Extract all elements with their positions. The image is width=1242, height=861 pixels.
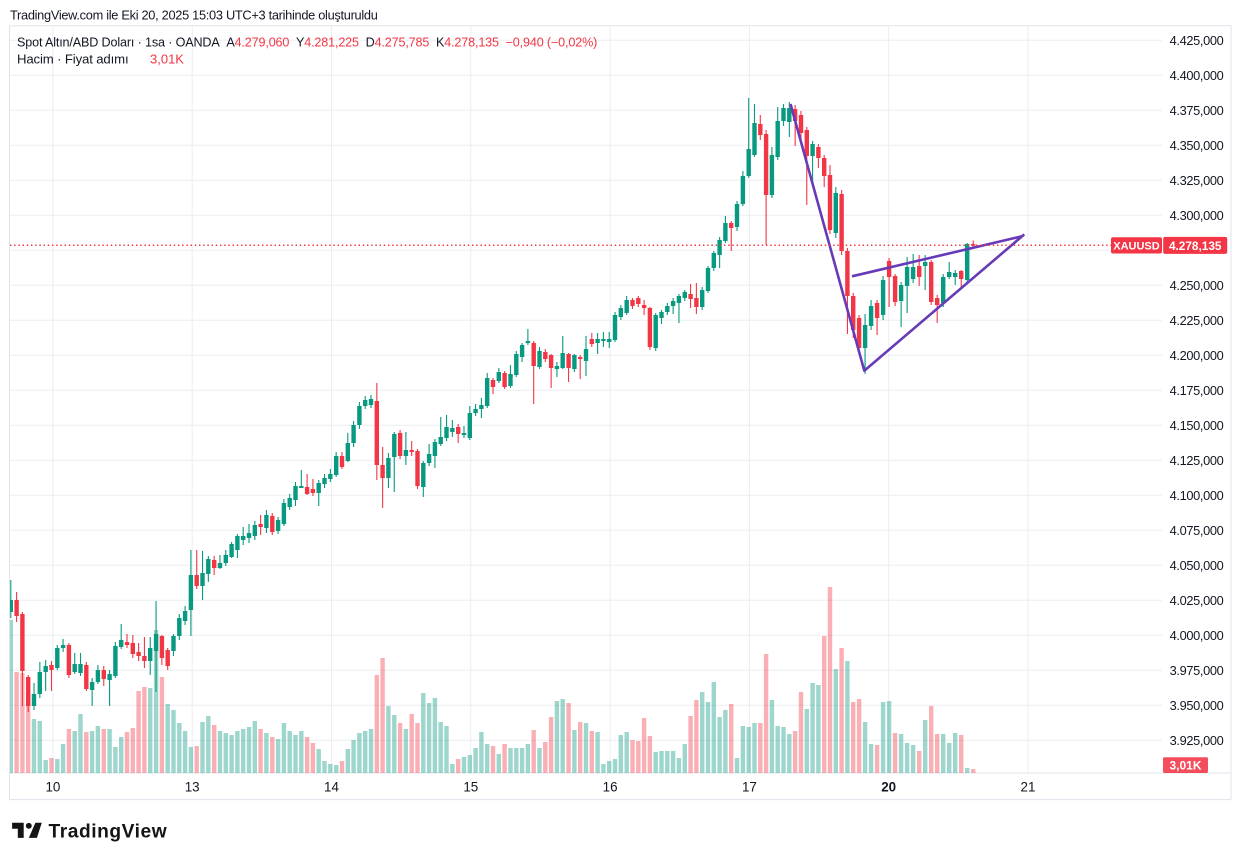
svg-text:17: 17 xyxy=(742,780,757,795)
svg-text:16: 16 xyxy=(603,780,618,795)
svg-text:15: 15 xyxy=(463,780,478,795)
svg-text:20: 20 xyxy=(881,780,896,795)
svg-text:4.025,000: 4.025,000 xyxy=(1170,593,1224,608)
svg-text:3.925,000: 3.925,000 xyxy=(1170,733,1224,748)
svg-text:4.300,000: 4.300,000 xyxy=(1170,208,1224,223)
svg-text:4.100,000: 4.100,000 xyxy=(1170,488,1224,503)
svg-text:3.975,000: 3.975,000 xyxy=(1170,663,1224,678)
svg-text:4.325,000: 4.325,000 xyxy=(1170,173,1224,188)
svg-text:4.200,000: 4.200,000 xyxy=(1170,348,1224,363)
svg-text:4.000,000: 4.000,000 xyxy=(1170,628,1224,643)
svg-text:4.350,000: 4.350,000 xyxy=(1170,138,1224,153)
svg-text:4.225,000: 4.225,000 xyxy=(1170,313,1224,328)
svg-text:13: 13 xyxy=(185,780,200,795)
svg-text:4.150,000: 4.150,000 xyxy=(1170,418,1224,433)
svg-text:4.425,000: 4.425,000 xyxy=(1170,33,1224,48)
svg-text:Spot Altın/ABD Doları · 1sa ·: Spot Altın/ABD Doları · 1sa · OANDA A4.2… xyxy=(17,36,597,50)
svg-text:4.125,000: 4.125,000 xyxy=(1170,453,1224,468)
svg-text:4.250,000: 4.250,000 xyxy=(1170,278,1224,293)
svg-text:4.278,135: 4.278,135 xyxy=(1169,239,1222,253)
svg-text:TradingView.com ile Eki 20, 20: TradingView.com ile Eki 20, 2025 15:03 U… xyxy=(10,8,378,23)
svg-text:TradingView: TradingView xyxy=(49,822,168,843)
svg-text:3,01K: 3,01K xyxy=(150,52,184,67)
svg-text:4.400,000: 4.400,000 xyxy=(1170,68,1224,83)
svg-text:10: 10 xyxy=(45,780,60,795)
svg-text:21: 21 xyxy=(1021,780,1036,795)
svg-text:4.375,000: 4.375,000 xyxy=(1170,103,1224,118)
svg-text:XAUUSD: XAUUSD xyxy=(1113,241,1160,253)
svg-text:3,01K: 3,01K xyxy=(1169,759,1201,773)
svg-text:4.175,000: 4.175,000 xyxy=(1170,383,1224,398)
svg-text:3.950,000: 3.950,000 xyxy=(1170,698,1224,713)
svg-text:4.050,000: 4.050,000 xyxy=(1170,558,1224,573)
svg-text:Hacim · Fiyat adımı: Hacim · Fiyat adımı xyxy=(17,52,128,67)
svg-text:14: 14 xyxy=(324,780,339,795)
svg-text:4.075,000: 4.075,000 xyxy=(1170,523,1224,538)
